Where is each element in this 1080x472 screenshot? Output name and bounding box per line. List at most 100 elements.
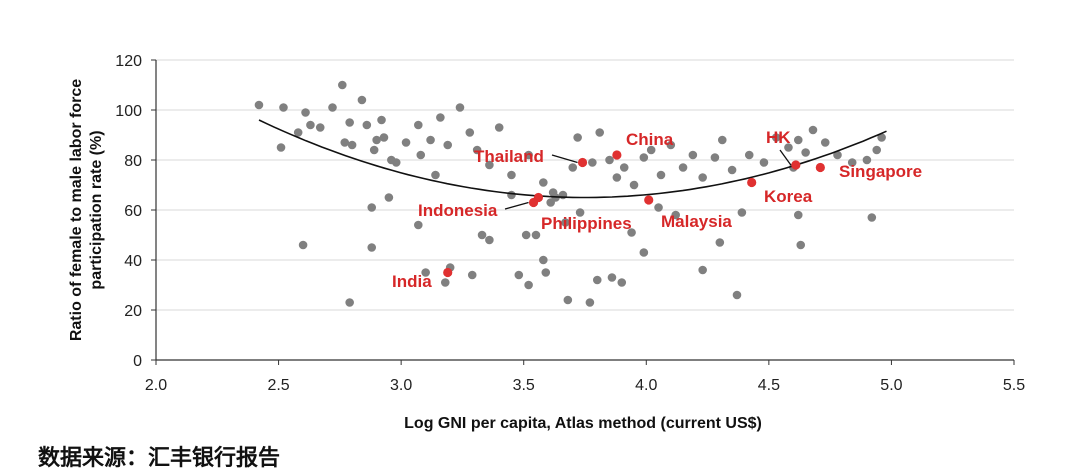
data-point [401, 138, 411, 147]
y-tick-label: 100 [115, 103, 142, 120]
data-point [872, 145, 882, 155]
data-point [443, 140, 453, 150]
data-point [808, 125, 818, 135]
data-point [472, 145, 482, 155]
x-tick-label: 3.0 [390, 377, 412, 394]
highlighted-points [443, 150, 825, 278]
y-tick-label: 60 [124, 203, 142, 220]
y-tick-label: 120 [115, 53, 142, 70]
data-point [715, 238, 725, 247]
highlight-point-malaysia [644, 195, 654, 205]
data-points [254, 80, 886, 307]
data-point [367, 243, 377, 252]
data-point [698, 173, 707, 182]
data-point [627, 228, 636, 237]
data-point [539, 178, 548, 187]
trendline [258, 119, 887, 199]
x-tick-label: 4.5 [758, 377, 780, 394]
callout-label-indonesia: Indonesia [418, 201, 498, 220]
x-tick-label: 5.0 [880, 377, 902, 394]
data-point [524, 280, 533, 290]
data-point [345, 298, 354, 307]
x-axis-title: Log GNI per capita, Atlas method (curren… [404, 415, 762, 432]
data-point [698, 265, 707, 275]
data-point [254, 100, 264, 110]
data-point [369, 145, 379, 155]
data-point [494, 123, 504, 132]
data-point [315, 123, 325, 132]
callout-label-philippines: Philippines [541, 214, 632, 233]
data-point [306, 120, 315, 130]
data-point [617, 278, 627, 287]
data-point [563, 295, 573, 305]
callout-label-hk: HK [766, 128, 791, 147]
data-point [607, 273, 617, 282]
x-tick-label: 4.0 [635, 377, 657, 394]
data-point [833, 150, 842, 160]
data-point [367, 203, 377, 212]
data-point [867, 213, 877, 222]
data-point [629, 180, 639, 190]
y-tick-label: 20 [124, 303, 142, 320]
data-point [477, 230, 487, 240]
data-point [507, 190, 516, 200]
x-tick-labels: 2.0 2.5 3.0 3.5 4.0 4.5 5.0 5.5 [145, 377, 1025, 394]
x-tick-label: 3.5 [513, 377, 535, 394]
data-point [377, 115, 386, 125]
callout-label-malaysia: Malaysia [661, 212, 732, 231]
data-point [595, 128, 605, 137]
y-tick-label: 40 [124, 253, 142, 270]
callout-label-india: India [392, 272, 432, 291]
callout-label-singapore: Singapore [839, 162, 922, 181]
highlight-point-thailand [577, 157, 588, 168]
data-point [796, 240, 806, 250]
data-point [301, 108, 310, 117]
data-point [820, 138, 830, 147]
data-point [575, 208, 585, 217]
data-point [654, 203, 663, 212]
data-point [732, 290, 742, 300]
data-point [759, 158, 769, 167]
data-point [440, 278, 450, 287]
data-point [639, 153, 649, 162]
data-point [592, 275, 602, 285]
axes [151, 59, 1015, 365]
data-point [646, 145, 656, 155]
callout-leader [779, 149, 792, 166]
data-point [357, 95, 367, 105]
data-point [379, 133, 389, 142]
data-point [573, 133, 582, 142]
data-point [612, 173, 622, 182]
data-point [717, 135, 727, 145]
data-point [531, 230, 541, 240]
data-point [524, 150, 533, 160]
y-tick-label: 80 [124, 153, 142, 170]
data-point [639, 248, 649, 257]
data-point [414, 220, 423, 230]
data-point [298, 240, 308, 250]
trendline-curve [258, 119, 887, 199]
data-point [688, 150, 698, 160]
data-point [656, 170, 666, 180]
data-point [539, 255, 548, 265]
data-point [541, 268, 551, 277]
data-point [877, 133, 886, 142]
data-point [391, 158, 401, 167]
y-tick-labels: 0 20 40 60 80 100 120 [115, 53, 142, 370]
x-tick-label: 2.0 [145, 377, 167, 394]
x-tick-label: 5.5 [1003, 377, 1025, 394]
data-point [568, 163, 578, 172]
callout-leader [551, 154, 578, 164]
data-point [436, 113, 445, 122]
data-point [737, 208, 747, 217]
data-point [345, 118, 354, 127]
data-point [372, 135, 381, 145]
data-point [485, 235, 494, 245]
data-point [771, 133, 781, 142]
data-point [416, 150, 426, 160]
y-axis-title-line-2: participation rate (%) [88, 130, 105, 289]
x-tick-label: 2.5 [267, 377, 289, 394]
y-tick-label: 0 [133, 353, 142, 370]
data-point [455, 103, 465, 112]
highlight-point-korea [747, 177, 757, 188]
